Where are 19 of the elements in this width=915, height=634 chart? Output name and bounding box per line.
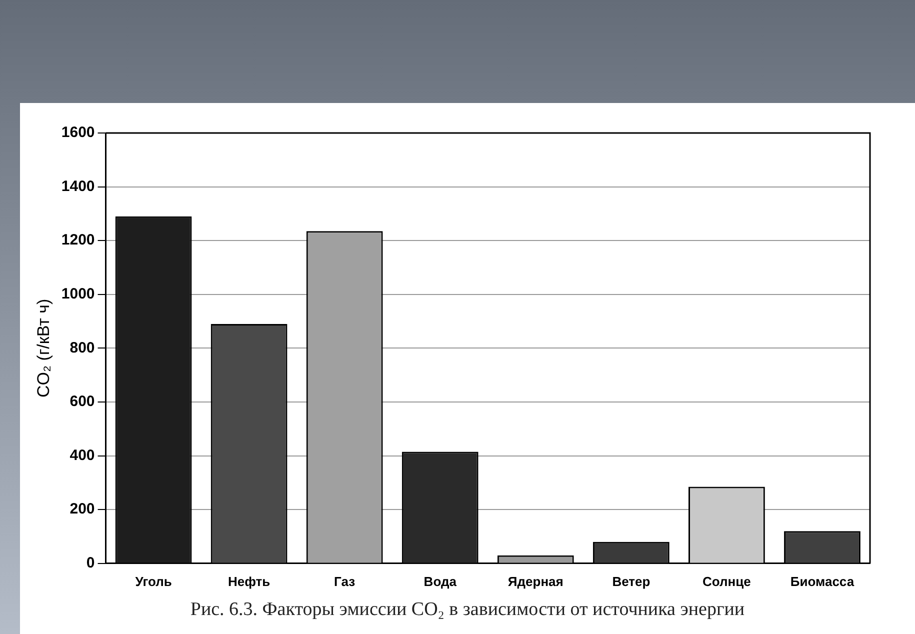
x-tick-label: Газ — [334, 574, 356, 589]
y-axis-title: CO₂ (г/кВт ч) — [34, 298, 53, 398]
x-tick-label: Биомасса — [790, 574, 855, 589]
x-tick-label: Ядерная — [508, 574, 564, 589]
y-tick-label: 1200 — [61, 232, 95, 249]
y-tick-label: 1400 — [61, 178, 95, 195]
x-tick-label: Солнце — [702, 574, 751, 589]
x-tick-label: Ветер — [612, 574, 650, 589]
y-tick-label: 600 — [70, 393, 95, 410]
text: Рис. 6.3. Факторы эмиссии CO₂ в зависимости от источника энергии — [189, 599, 746, 621]
y-tick-label: 0 — [86, 554, 95, 572]
y-tick-label: 1000 — [61, 286, 95, 303]
x-tick-label: Уголь — [135, 574, 172, 589]
y-tick-label: 200 — [70, 500, 95, 518]
x-tick-label: Нефть — [228, 574, 270, 589]
y-tick-label: 1600 — [61, 124, 95, 142]
y-tick-label: 800 — [70, 339, 95, 356]
y-tick-label: 400 — [70, 446, 95, 464]
x-tick-label: Вода — [424, 574, 458, 589]
